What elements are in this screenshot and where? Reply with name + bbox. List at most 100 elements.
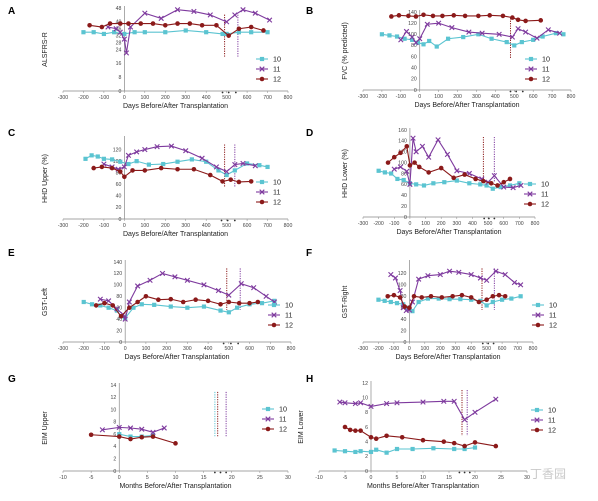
data-point xyxy=(143,293,149,299)
data-point xyxy=(493,443,499,449)
data-point xyxy=(213,164,220,170)
data-point xyxy=(500,13,506,19)
legend-label: 12 xyxy=(542,75,550,84)
legend-marker xyxy=(527,181,533,187)
series-line xyxy=(107,9,270,54)
data-point xyxy=(517,282,524,288)
data-point xyxy=(99,24,105,30)
x-tick-label: -200 xyxy=(373,346,383,352)
event-dot xyxy=(225,471,228,474)
data-point xyxy=(232,12,238,18)
data-point xyxy=(412,160,417,165)
y-tick-label: 0 xyxy=(414,88,417,94)
data-point xyxy=(347,427,353,433)
x-tick-label: 100 xyxy=(140,223,149,229)
data-point xyxy=(173,441,178,446)
data-point xyxy=(403,28,410,35)
x-tick-label: 500 xyxy=(510,94,519,100)
data-point xyxy=(440,13,445,19)
panel-a: A -300 -200 -100 0 100 200 300 400 500 600 700 800 0 8… xyxy=(8,6,292,110)
y-tick-label: 20 xyxy=(401,204,407,210)
data-point xyxy=(444,151,451,158)
data-point xyxy=(183,28,188,33)
data-point xyxy=(416,164,422,170)
data-point xyxy=(91,165,96,171)
panel-g: G -10 -5 0 5 10 15 20 25 30 0 2 4 6 8 10 12 14 Months Befo… xyxy=(8,374,291,490)
data-point xyxy=(168,304,173,309)
data-point xyxy=(472,440,478,445)
x-tick-label: 700 xyxy=(513,346,522,352)
x-tick-label: 600 xyxy=(243,95,252,101)
data-point xyxy=(410,135,416,141)
data-point xyxy=(122,174,127,180)
legend-marker xyxy=(534,417,540,423)
data-point xyxy=(379,32,385,37)
data-point xyxy=(430,13,436,19)
panel-letter: B xyxy=(306,6,313,17)
y-tick-label: 28 xyxy=(116,40,122,46)
data-point xyxy=(454,178,459,183)
x-tick-label: 200 xyxy=(453,94,462,100)
data-point xyxy=(499,297,505,302)
series-line xyxy=(103,145,256,173)
event-dot xyxy=(237,342,240,345)
data-point xyxy=(172,274,178,280)
data-point xyxy=(146,162,152,167)
series-10 xyxy=(379,31,566,49)
event-dot xyxy=(493,217,496,220)
data-point xyxy=(117,29,123,35)
series-12 xyxy=(342,424,499,449)
series-11 xyxy=(398,20,563,46)
data-point xyxy=(252,10,258,16)
event-dot xyxy=(487,342,490,345)
data-point xyxy=(446,268,453,274)
y-tick-label: 60 xyxy=(116,306,122,312)
data-point xyxy=(128,434,133,439)
legend-marker xyxy=(259,189,265,195)
data-point xyxy=(342,424,348,430)
y-tick-label: 0 xyxy=(118,217,121,223)
data-point xyxy=(224,172,229,178)
data-point xyxy=(337,399,343,405)
panel-b: B -300 -200 -100 0 100 200 300 400 500 600 700 800 0 2… xyxy=(306,6,575,109)
data-point xyxy=(466,29,472,35)
legend-marker xyxy=(534,427,540,433)
series-12 xyxy=(389,12,544,24)
data-point xyxy=(232,168,237,173)
data-point xyxy=(150,21,156,26)
data-point xyxy=(388,299,393,305)
x-tick-label: 25 xyxy=(498,475,504,481)
x-tick-label: 20 xyxy=(229,475,235,481)
y-tick-label: 40 xyxy=(401,193,407,199)
panel-e: E -300 -200 -100 0 100 200 300 400 500 600 700 800 0 2… xyxy=(8,248,295,361)
panel-letter: H xyxy=(306,374,313,385)
data-point xyxy=(394,34,400,39)
legend-marker xyxy=(271,322,277,328)
data-point xyxy=(385,160,391,165)
data-point xyxy=(481,178,486,184)
data-point xyxy=(133,149,140,155)
data-point xyxy=(404,144,410,149)
legend-label: 11 xyxy=(548,416,555,425)
data-point xyxy=(138,21,144,26)
data-point xyxy=(127,425,134,431)
data-point xyxy=(490,299,495,305)
series-11 xyxy=(105,7,273,56)
y-tick-label: 6 xyxy=(113,432,116,438)
y-tick-label: 12 xyxy=(110,395,116,401)
data-point xyxy=(489,36,494,41)
y-axis-label: HHD Lower (%) xyxy=(342,149,349,198)
data-point xyxy=(161,425,167,431)
x-tick-label: -100 xyxy=(389,346,399,352)
y-axis-label: ALSFRS-R xyxy=(42,32,49,67)
y-tick-label: 40 xyxy=(116,317,122,323)
data-point xyxy=(215,287,222,294)
series-11 xyxy=(337,396,499,423)
y-tick-label: 14 xyxy=(110,383,116,389)
data-point xyxy=(399,434,405,440)
data-point xyxy=(476,299,482,305)
